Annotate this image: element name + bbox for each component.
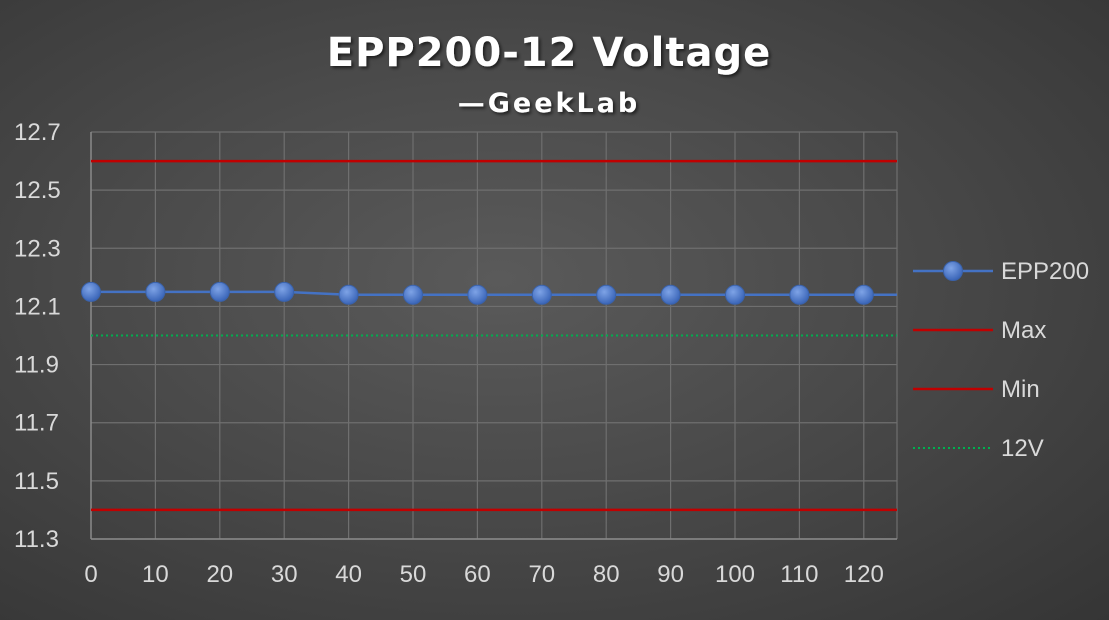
x-tick-label-4: 40 (335, 561, 362, 588)
x-tick-label-6: 60 (464, 561, 491, 588)
data-point-epp200-9 (660, 284, 681, 305)
y-tick-label-0: 12.7 (14, 119, 61, 146)
legend-label-min: Min (1001, 376, 1040, 403)
x-axis-tick-labels: 0 10 20 30 40 50 60 70 80 90 100 110 120 (84, 561, 884, 588)
legend-item-12v: 12V (913, 435, 1044, 462)
data-point-epp200-7 (531, 284, 552, 305)
data-point-epp200-1 (145, 281, 166, 302)
chart-subtitle: —GeekLab (458, 88, 641, 119)
y-tick-label-1: 12.5 (14, 177, 61, 204)
x-tick-label-10: 100 (715, 561, 755, 588)
y-axis-tick-labels: 12.7 12.5 12.3 12.1 11.9 11.7 11.5 11.3 (14, 119, 61, 553)
data-point-epp200-4 (338, 284, 359, 305)
x-tick-label-2: 20 (206, 561, 233, 588)
x-tick-label-1: 10 (142, 561, 169, 588)
x-tick-label-9: 90 (657, 561, 684, 588)
data-point-epp200-0 (81, 281, 101, 302)
x-tick-label-3: 30 (271, 561, 298, 588)
legend-item-max: Max (913, 317, 1046, 344)
y-tick-label-6: 11.5 (14, 468, 59, 495)
legend: EPP200 Max Min 12V (913, 258, 1089, 462)
data-point-epp200-6 (467, 284, 488, 305)
legend-item-min: Min (913, 376, 1040, 403)
legend-marker-epp200 (943, 261, 963, 281)
x-tick-label-12: 120 (844, 561, 884, 588)
legend-item-epp200: EPP200 (913, 258, 1089, 285)
y-tick-label-2: 12.3 (14, 235, 61, 262)
y-tick-label-4: 11.9 (14, 352, 59, 379)
data-point-epp200-8 (596, 284, 617, 305)
legend-label-12v: 12V (1001, 435, 1044, 462)
legend-label-epp200: EPP200 (1001, 258, 1089, 285)
data-point-epp200-2 (209, 281, 230, 302)
x-tick-label-0: 0 (84, 561, 97, 588)
x-tick-label-8: 80 (593, 561, 620, 588)
chart-title: EPP200-12 Voltage (327, 30, 771, 76)
x-tick-label-7: 70 (528, 561, 555, 588)
data-point-epp200-5 (403, 284, 423, 305)
series-line-epp200 (91, 290, 897, 297)
y-tick-label-3: 12.1 (14, 293, 61, 320)
y-tick-label-7: 11.3 (14, 526, 59, 553)
data-point-epp200-10 (725, 284, 745, 305)
reference-lines (91, 159, 897, 512)
y-tick-label-5: 11.7 (14, 410, 59, 437)
data-point-epp200-11 (789, 284, 810, 305)
legend-label-max: Max (1001, 317, 1046, 344)
data-point-epp200-12 (853, 284, 874, 305)
x-tick-label-5: 50 (400, 561, 427, 588)
data-point-epp200-3 (274, 281, 295, 302)
series-epp200 (81, 281, 897, 305)
x-tick-label-11: 110 (780, 561, 818, 588)
